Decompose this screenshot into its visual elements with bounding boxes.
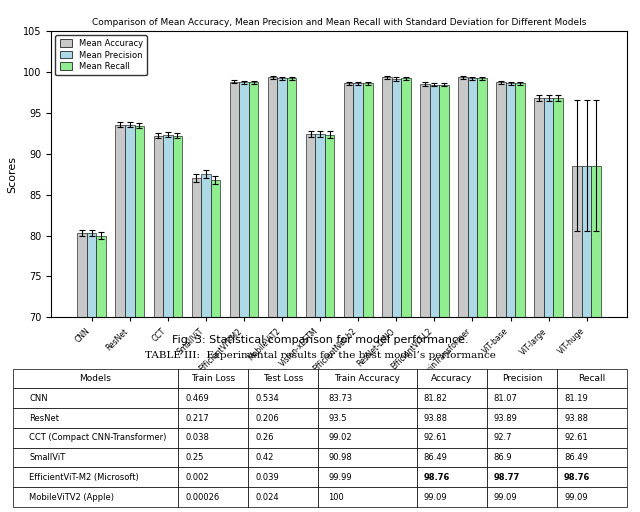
Bar xyxy=(344,83,353,512)
Bar xyxy=(515,83,525,512)
Bar xyxy=(392,79,401,512)
Bar xyxy=(154,136,163,512)
Bar xyxy=(591,166,601,512)
X-axis label: Models: Models xyxy=(319,384,359,394)
Title: Comparison of Mean Accuracy, Mean Precision and Mean Recall with Standard Deviat: Comparison of Mean Accuracy, Mean Precis… xyxy=(92,18,586,27)
Bar xyxy=(382,77,392,512)
Bar xyxy=(401,78,411,512)
Text: Fig. 3: Statistical comparison for model performance.: Fig. 3: Statistical comparison for model… xyxy=(172,335,468,346)
Bar xyxy=(125,125,134,512)
Bar xyxy=(97,236,106,512)
Bar xyxy=(268,77,277,512)
Bar xyxy=(572,166,582,512)
Bar xyxy=(468,78,477,512)
Bar xyxy=(325,135,335,512)
Bar xyxy=(496,82,506,512)
Text: TABLE III:  Experimental results for the best model’s performance: TABLE III: Experimental results for the … xyxy=(145,351,495,360)
Y-axis label: Scores: Scores xyxy=(8,156,17,193)
Bar xyxy=(306,134,316,512)
Bar xyxy=(316,134,325,512)
Bar xyxy=(87,233,97,512)
Bar xyxy=(134,126,144,512)
Bar xyxy=(173,136,182,512)
Bar xyxy=(554,98,563,512)
Bar xyxy=(163,135,173,512)
Bar xyxy=(287,78,296,512)
Legend: Mean Accuracy, Mean Precision, Mean Recall: Mean Accuracy, Mean Precision, Mean Reca… xyxy=(56,35,147,75)
Bar xyxy=(420,84,429,512)
Bar xyxy=(201,174,211,512)
Bar xyxy=(77,233,87,512)
Bar xyxy=(477,78,487,512)
Bar xyxy=(249,82,259,512)
Bar xyxy=(211,180,220,512)
Bar xyxy=(534,98,544,512)
Bar xyxy=(363,83,372,512)
Bar xyxy=(239,82,249,512)
Bar xyxy=(191,178,201,512)
Bar xyxy=(439,85,449,512)
Bar xyxy=(115,125,125,512)
Bar xyxy=(230,81,239,512)
Bar xyxy=(544,98,554,512)
Bar xyxy=(277,78,287,512)
Bar xyxy=(458,77,468,512)
Bar xyxy=(582,166,591,512)
Bar xyxy=(429,85,439,512)
Bar xyxy=(353,83,363,512)
Bar xyxy=(506,83,515,512)
